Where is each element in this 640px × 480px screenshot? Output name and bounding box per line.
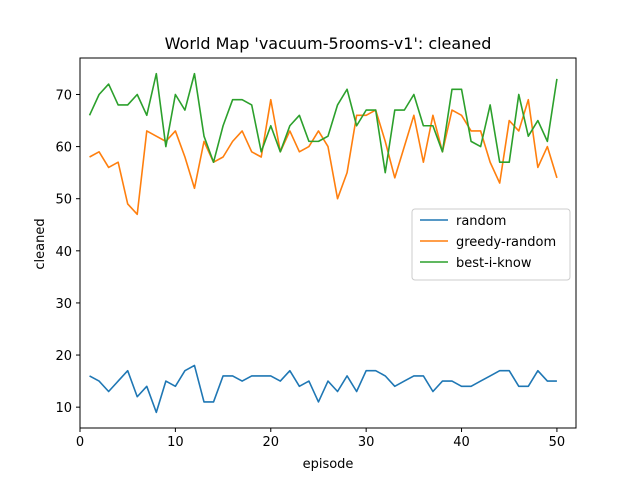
x-tick-label: 40 (453, 435, 470, 450)
y-tick-label: 50 (55, 193, 72, 208)
x-tick-label: 20 (262, 435, 279, 450)
y-tick-label: 10 (55, 401, 72, 416)
y-tick-label: 40 (55, 245, 72, 260)
x-tick-label: 0 (76, 435, 84, 450)
x-tick-label: 50 (549, 435, 566, 450)
y-tick-label: 60 (55, 141, 72, 156)
x-axis-title: episode (303, 457, 354, 472)
series-line-random (89, 364, 557, 414)
legend-label: greedy-random (456, 235, 556, 250)
y-tick-label: 70 (55, 88, 72, 103)
legend-box (411, 208, 571, 281)
y-tick-label: 30 (55, 297, 72, 312)
x-tick-label: 30 (358, 435, 375, 450)
axes-layer: 0 10 20 30 40 50 10 20 30 40 50 60 70 (55, 57, 577, 450)
legend-label: random (456, 214, 506, 229)
series-line-best-i-know (88, 72, 558, 174)
y-axis-title: cleaned (33, 218, 48, 269)
chart-title: World Map 'vacuum-5rooms-v1': cleaned (165, 34, 492, 53)
legend: random greedy-random best-i-know (411, 208, 571, 281)
series-layer (88, 72, 558, 414)
axes-frame (79, 57, 577, 429)
x-tick-label: 10 (167, 435, 184, 450)
legend-label: best-i-know (456, 256, 532, 271)
y-tick-label: 20 (55, 349, 72, 364)
